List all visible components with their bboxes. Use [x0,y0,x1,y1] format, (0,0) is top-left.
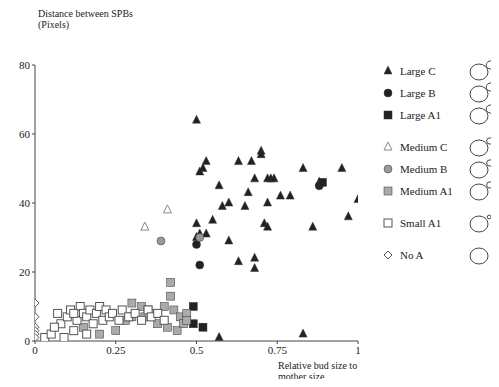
svg-text:0.75: 0.75 [268,344,288,356]
svg-text:0.25: 0.25 [106,344,126,356]
svg-text:80: 80 [19,59,31,71]
html-text:Medium B: Medium B [400,163,448,175]
html-text:No A: No A [400,249,424,261]
html-text:Distance between SPBs (Pixels): Distance between SPBs (Pixels) [38,8,133,30]
html-text:Large B: Large B [400,87,436,99]
svg-text:40: 40 [19,197,31,209]
html-text:Small A1: Small A1 [400,217,442,229]
html-text:Large C: Large C [400,65,436,77]
svg-text:0.5: 0.5 [190,344,204,356]
html-text:Large A1: Large A1 [400,109,441,121]
html-text:Medium A1: Medium A1 [400,185,453,197]
svg-text:0: 0 [32,344,38,356]
svg-text:60: 60 [19,128,31,140]
html-text:Relative bud size to mother si: Relative bud size to mother size [278,360,358,382]
svg-text:20: 20 [19,266,31,278]
svg-text:1: 1 [355,344,361,356]
svg-text:0: 0 [25,335,31,347]
html-text:Medium C: Medium C [400,141,448,153]
